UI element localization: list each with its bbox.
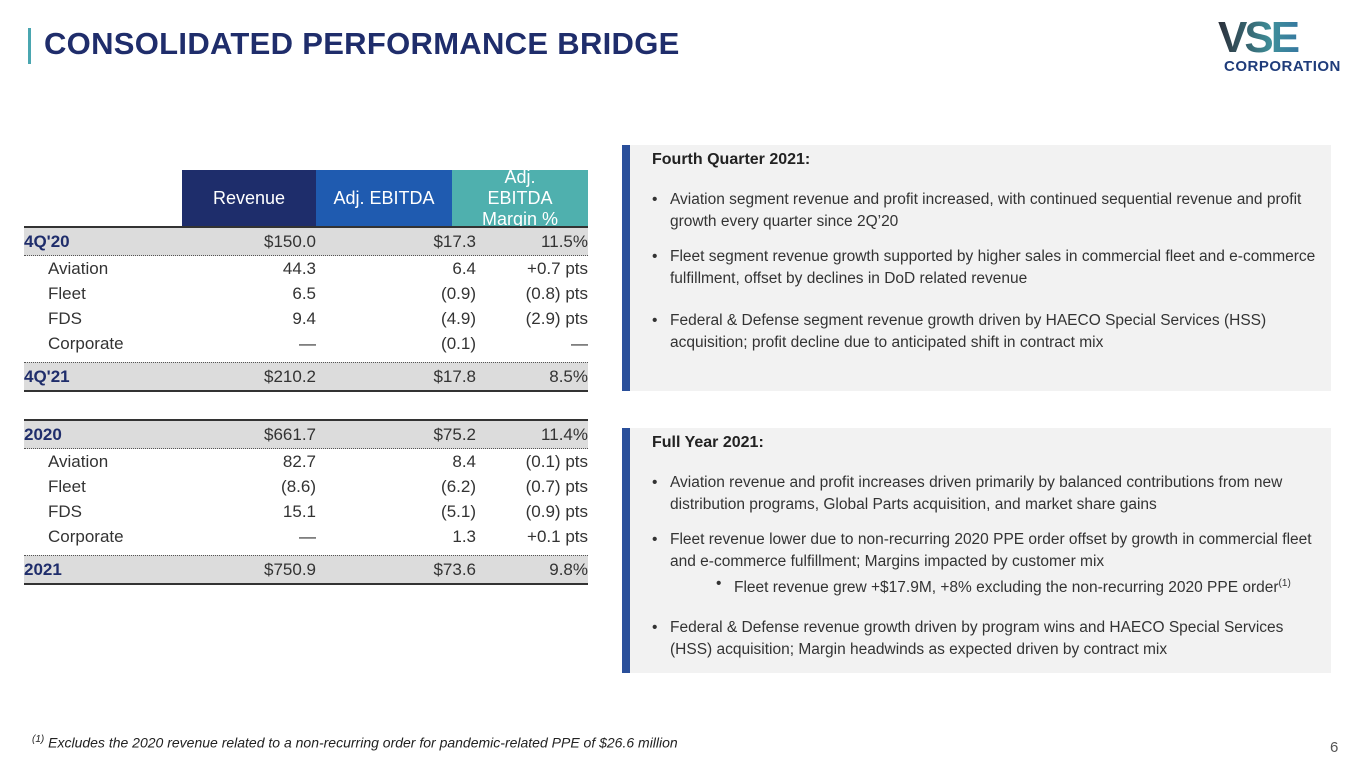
- row-label: Corporate: [48, 333, 124, 353]
- margin-cell: (0.7) pts: [525, 476, 588, 496]
- revenue-cell: $210.2: [264, 366, 316, 386]
- row-label: 2020: [24, 424, 62, 444]
- row-label: 4Q'21: [24, 366, 70, 386]
- revenue-cell: —: [299, 333, 316, 353]
- footnote: (1) Excludes the 2020 revenue related to…: [32, 734, 678, 751]
- fourth-quarter-panel: Fourth Quarter 2021: Aviation segment re…: [622, 145, 1331, 391]
- row-label: Aviation: [48, 451, 109, 471]
- page-number: 6: [1330, 739, 1339, 756]
- ebitda-cell: $75.2: [433, 424, 476, 444]
- margin-cell: +0.1 pts: [527, 526, 588, 546]
- row-label: 2021: [24, 559, 62, 579]
- revenue-cell: 9.4: [292, 308, 316, 328]
- vse-logo: VSE CORPORATION: [1218, 13, 1341, 76]
- margin-cell: +0.7 pts: [527, 258, 588, 278]
- row-label: Fleet: [48, 476, 86, 496]
- panel-heading: Full Year 2021:: [652, 434, 764, 451]
- row-label: FDS: [48, 308, 82, 328]
- margin-cell: (2.9) pts: [525, 308, 588, 328]
- revenue-cell: —: [299, 526, 316, 546]
- table-row: Fleet 6.5 (0.9) (0.8) pts: [24, 281, 588, 306]
- table-row: 2020 $661.7 $75.2 11.4%: [24, 419, 588, 449]
- margin-cell: (0.1) pts: [525, 451, 588, 471]
- year-bridge-table: 2020 $661.7 $75.2 11.4% Aviation 82.7 8.4 (0.1)…: [24, 419, 588, 585]
- row-label: FDS: [48, 501, 82, 521]
- row-label: Fleet: [48, 283, 86, 303]
- revenue-cell: (8.6): [281, 476, 316, 496]
- table-row: Corporate — 1.3 +0.1 pts: [24, 524, 588, 549]
- row-label: Aviation: [48, 258, 109, 278]
- revenue-cell: 15.1: [282, 501, 316, 521]
- title-accent-bar: [28, 28, 31, 64]
- ebitda-cell: 1.3: [452, 526, 476, 546]
- ebitda-cell: $17.8: [433, 366, 476, 386]
- ebitda-cell: (5.1): [441, 501, 476, 521]
- ebitda-cell: (0.1): [441, 333, 476, 353]
- header-margin: Adj. EBITDA Margin %: [452, 167, 588, 229]
- ebitda-cell: $73.6: [433, 559, 476, 579]
- header-adj-ebitda: Adj. EBITDA: [316, 170, 452, 226]
- revenue-cell: 6.5: [292, 283, 316, 303]
- margin-cell: 11.5%: [541, 231, 588, 251]
- revenue-cell: 82.7: [282, 451, 316, 471]
- table-row: 4Q'20 $150.0 $17.3 11.5%: [24, 226, 588, 256]
- table-row: Aviation 82.7 8.4 (0.1) pts: [24, 449, 588, 474]
- bullet: Aviation segment revenue and profit incr…: [652, 189, 1317, 233]
- revenue-cell: $661.7: [264, 424, 316, 444]
- revenue-cell: $150.0: [264, 231, 316, 251]
- table-row: Aviation 44.3 6.4 +0.7 pts: [24, 256, 588, 281]
- row-label: Corporate: [48, 526, 124, 546]
- margin-cell: (0.8) pts: [525, 283, 588, 303]
- quarter-bridge-table: 4Q'20 $150.0 $17.3 11.5% Aviation 44.3 6.4 +0.7…: [24, 226, 588, 392]
- margin-cell: 9.8%: [549, 559, 588, 579]
- sub-bullet: Fleet revenue grew +$17.9M, +8% excludin…: [652, 573, 1317, 599]
- ebitda-cell: 6.4: [452, 258, 476, 278]
- page-title: CONSOLIDATED PERFORMANCE BRIDGE: [44, 26, 680, 61]
- table-row: FDS 9.4 (4.9) (2.9) pts: [24, 306, 588, 331]
- margin-cell: (0.9) pts: [525, 501, 588, 521]
- row-label: 4Q'20: [24, 231, 70, 251]
- ebitda-cell: (6.2): [441, 476, 476, 496]
- ebitda-cell: 8.4: [452, 451, 476, 471]
- table-row: FDS 15.1 (5.1) (0.9) pts: [24, 499, 588, 524]
- full-year-panel: Full Year 2021: Aviation revenue and pro…: [622, 428, 1331, 673]
- bullet: Federal & Defense segment revenue growth…: [652, 310, 1317, 354]
- bullet: Fleet revenue lower due to non-recurring…: [652, 529, 1317, 573]
- margin-cell: 8.5%: [549, 366, 588, 386]
- bullet: Fleet segment revenue growth supported b…: [652, 246, 1317, 290]
- table-row: Fleet (8.6) (6.2) (0.7) pts: [24, 474, 588, 499]
- revenue-cell: 44.3: [282, 258, 316, 278]
- table-row: 4Q'21 $210.2 $17.8 8.5%: [24, 362, 588, 392]
- ebitda-cell: (4.9): [441, 308, 476, 328]
- margin-cell: —: [571, 333, 588, 353]
- revenue-cell: $750.9: [264, 559, 316, 579]
- bullet: Federal & Defense revenue growth driven …: [652, 617, 1317, 661]
- table-row: 2021 $750.9 $73.6 9.8%: [24, 555, 588, 585]
- margin-cell: 11.4%: [541, 424, 588, 444]
- table-row: Corporate — (0.1) —: [24, 331, 588, 356]
- ebitda-cell: $17.3: [433, 231, 476, 251]
- ebitda-cell: (0.9): [441, 283, 476, 303]
- panel-heading: Fourth Quarter 2021:: [652, 151, 811, 168]
- header-revenue: Revenue: [182, 170, 316, 226]
- bullet: Aviation revenue and profit increases dr…: [652, 472, 1317, 516]
